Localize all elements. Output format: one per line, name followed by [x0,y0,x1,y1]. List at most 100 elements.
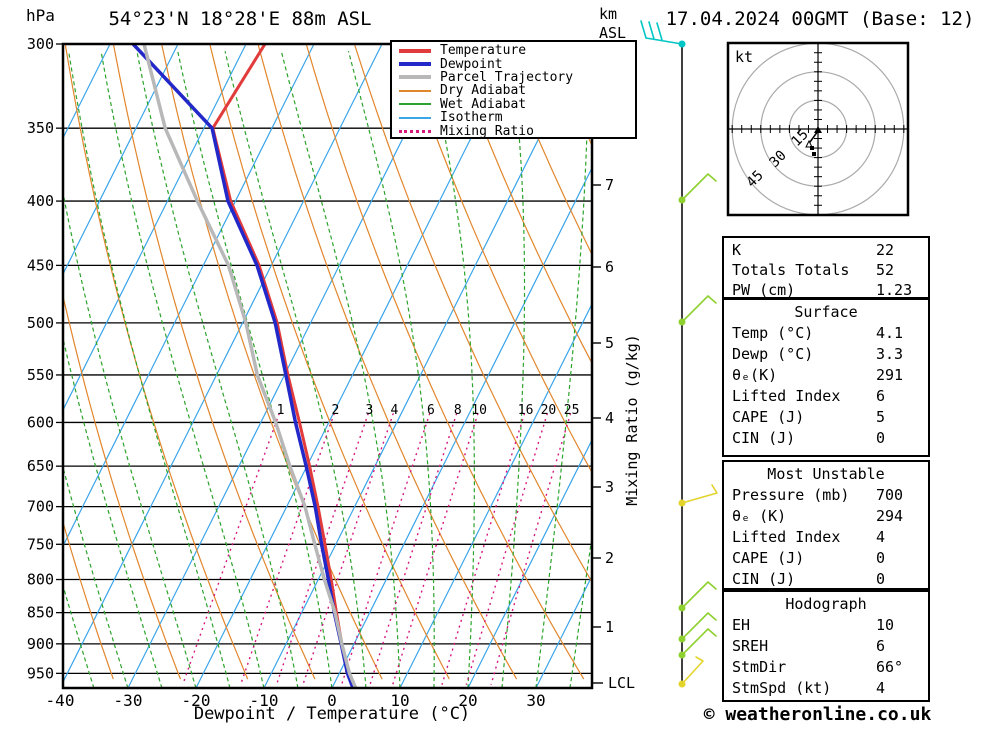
wet-adiabat-line [501,51,526,688]
mixing-ratio-value-label: 16 [518,403,534,418]
row-value: 4.1 [876,324,904,342]
table-row: CIN (J) 0 [724,428,928,449]
hodograph-table: Hodograph EH 10 SREH 6 StmDir 66° StmSpd (k… [722,590,930,702]
wet-adiabat-line [280,51,401,688]
copyright-link[interactable]: © weatheronline.co.uk [703,704,932,725]
legend-item-wet-adiabat: Wet Adiabat [399,96,635,112]
dry-adiabat-line [63,520,114,680]
wet-adiabat-line [224,51,367,688]
mixing-ratio-line [369,413,458,685]
legend-item-isotherm: Isotherm [399,110,635,125]
wind-barb [678,656,704,688]
mixing-ratio-line [340,413,431,685]
mixing-ratio-value-label: 2 [332,403,340,418]
table-row: SREH 6 [724,636,928,657]
table-title: Hodograph [785,595,867,613]
row-label: EH [732,616,751,634]
temp-tick-label: 20 [458,691,477,710]
row-label: Lifted Index [732,528,841,546]
pressure-tick-label: 550 [27,366,54,384]
wind-barb-level-dot [678,635,686,643]
wet-adiabat-lines [63,51,592,688]
km-tick-label: 2 [605,549,614,567]
row-value: 10 [876,616,895,634]
row-label: K [732,241,742,259]
wind-barb-level-dot [678,604,686,612]
mixing-ratio-line-swatch [399,129,431,133]
isotherm-line [263,44,587,688]
table-row: Dewp (°C) 3.3 [724,344,928,365]
row-value: 294 [876,507,904,525]
table-row: CAPE (J) 5 [724,407,928,428]
dry-adiabat-line [64,44,249,680]
wind-barb [678,484,718,507]
legend-item-dewpoint: Dewpoint [399,57,635,72]
table-row: Lifted Index 4 [724,527,928,548]
pressure-tick-label: 500 [27,314,54,332]
table-row: CIN (J) 0 [724,569,928,590]
wind-barb-level-dot [678,40,686,48]
legend-label: Mixing Ratio [440,123,534,139]
row-value: 1.23 [876,281,913,299]
wind-barb-glyph [681,612,717,640]
table-row: Lifted Index 6 [724,386,928,407]
indices-table: K 22 Totals Totals 52 PW (cm) 1.23 [722,236,930,299]
row-label: Lifted Index [732,387,841,405]
wind-barb-level-dot [678,651,686,659]
isotherm-line [63,44,247,412]
hodograph-level-dot [810,146,814,150]
dewpoint-line-swatch [399,62,431,67]
plot-frame [61,42,594,690]
asl-label: ASL [599,24,627,42]
row-value: 22 [876,241,895,259]
isotherm-line [127,44,451,688]
row-value: 0 [876,429,886,447]
mixing-ratio-value-label: 10 [471,403,487,418]
km-tick-label: 3 [605,478,614,496]
legend-label: Wet Adiabat [440,96,527,112]
hodograph-ring-label: 45 [744,168,767,191]
km-asl-axis-label: km ASL [599,5,626,43]
mixing-ratio-labels: 1 2 3 4 6 8 10 16 20 25 [277,403,580,418]
dry-adiabat-line [498,44,592,256]
hodograph-storm-marker [814,126,822,133]
row-value: 291 [876,366,904,384]
km-tick-label: 5 [605,334,614,352]
isotherm-line [331,166,592,688]
dry-adiabat-lines [63,44,592,680]
dry-adiabat-line [112,44,316,680]
row-label: CAPE (J) [732,549,805,567]
station-title: 54°23'N 18°28'E 88m ASL [108,8,372,30]
row-value: 700 [876,486,904,504]
parcel-line-swatch [399,75,431,80]
pressure-tick-label: 400 [27,192,54,210]
row-value: 0 [876,570,886,588]
pressure-tick-label: 600 [27,413,54,431]
temp-tick-label: -30 [114,691,143,710]
pressure-tick-label: 950 [27,664,54,682]
legend-label: Dry Adiabat [440,83,527,99]
pressure-tick-label: 700 [27,498,54,516]
lcl-label: LCL [608,674,635,692]
row-label: Dewp (°C) [732,345,814,363]
dry-adiabat-line [161,44,383,680]
row-label: StmSpd (kt) [732,679,832,697]
table-row: Totals Totals 52 [724,260,928,280]
table-row: CAPE (J) 0 [724,548,928,569]
dry-adiabat-line [257,44,518,680]
x-axis-title: Dewpoint / Temperature (°C) [193,704,471,724]
run-datetime-title: 17.04.2024 00GMT (Base: 12) [665,8,975,30]
legend-label: Parcel Trajectory [440,69,574,85]
dewpoint-trace [131,44,355,688]
wind-barb-level-dot [678,499,686,507]
wind-barb [678,173,717,204]
temp-axis-tick-labels: -40 -30 -20 -10 0 10 20 30 [46,691,546,710]
wind-barb-glyph [681,484,718,504]
wet-adiabat-line [569,532,592,688]
table-row: θₑ(K) 291 [724,365,928,386]
most-unstable-table: Most Unstable Pressure (mb) 700 θₑ (K) 294… [722,460,930,590]
wind-barb-glyph [681,581,717,609]
km-tick-label: 1 [605,618,614,636]
row-label: StmDir [732,658,787,676]
row-value: 5 [876,408,886,426]
